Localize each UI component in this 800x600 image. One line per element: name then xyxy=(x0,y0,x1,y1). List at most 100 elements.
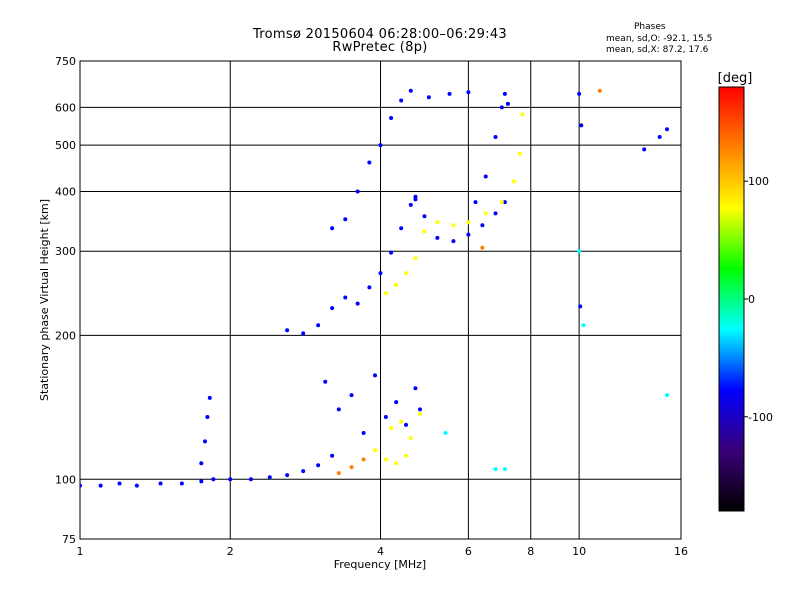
data-point xyxy=(285,473,290,478)
data-point xyxy=(336,471,341,476)
data-point xyxy=(316,463,321,468)
data-point xyxy=(389,250,394,255)
data-point xyxy=(422,229,427,234)
x-tick-label: 6 xyxy=(465,545,472,558)
data-point xyxy=(493,467,498,472)
x-tick-label: 10 xyxy=(572,545,586,558)
data-point xyxy=(499,105,504,110)
data-point xyxy=(413,197,418,202)
data-point xyxy=(202,439,207,444)
data-point xyxy=(98,483,103,488)
y-tick-label: 400 xyxy=(55,185,76,198)
data-point xyxy=(408,202,413,207)
data-point xyxy=(451,223,456,228)
data-point xyxy=(211,477,216,482)
data-points xyxy=(80,88,670,488)
data-point xyxy=(367,285,372,290)
data-point xyxy=(323,379,328,384)
data-point xyxy=(502,467,507,472)
data-point xyxy=(301,331,306,336)
y-tick-label: 100 xyxy=(55,473,76,486)
data-point xyxy=(493,211,498,216)
phase-x-stats: mean, sd,X: 87.2, 17.6 xyxy=(606,45,709,55)
data-point xyxy=(394,282,399,287)
data-point xyxy=(418,411,423,416)
phase-o-stats: mean, sd,O: -92.1, 15.5 xyxy=(606,34,713,44)
data-point xyxy=(577,91,582,96)
data-point xyxy=(578,304,583,309)
data-point xyxy=(443,430,448,435)
data-point xyxy=(336,407,341,412)
chart-subtitle: RwPretec (8p) xyxy=(332,40,428,55)
data-point xyxy=(399,419,404,424)
data-point xyxy=(228,477,233,482)
data-point xyxy=(435,235,440,240)
data-point xyxy=(435,220,440,225)
data-point xyxy=(413,386,418,391)
y-tick-label: 300 xyxy=(55,245,76,258)
data-point xyxy=(422,214,427,219)
data-point xyxy=(316,323,321,328)
data-point xyxy=(330,226,335,231)
x-tick-label: 16 xyxy=(674,545,688,558)
colorbar: -100 0 100 xyxy=(718,86,773,512)
data-point xyxy=(80,483,82,488)
colorbar-tick-label: -100 xyxy=(748,411,773,424)
data-point xyxy=(394,461,399,466)
data-point xyxy=(378,143,383,148)
data-point xyxy=(117,481,122,486)
chart-title: Tromsø 20150604 06:28:00–06:29:43 xyxy=(252,27,508,42)
data-point xyxy=(330,453,335,458)
data-point xyxy=(657,135,662,140)
y-tick-label: 600 xyxy=(55,101,76,114)
data-point xyxy=(267,475,272,480)
y-axis-label: Stationary phase Virtual Height [km] xyxy=(38,199,51,401)
data-point xyxy=(493,135,498,140)
data-point xyxy=(466,232,471,237)
data-point xyxy=(520,112,525,117)
colorbar-tick-label: 0 xyxy=(748,293,755,306)
x-tick-label: 4 xyxy=(377,545,384,558)
data-point xyxy=(404,271,409,276)
data-point xyxy=(285,328,290,333)
data-point xyxy=(408,88,413,93)
data-point xyxy=(383,291,388,296)
data-point xyxy=(343,217,348,222)
y-tick-label: 750 xyxy=(55,55,76,68)
data-point xyxy=(418,407,423,412)
data-point xyxy=(367,160,372,165)
y-tick-label: 75 xyxy=(62,533,76,546)
data-point xyxy=(579,123,584,128)
data-point xyxy=(483,174,488,179)
data-point xyxy=(577,249,582,254)
colorbar-tick-label: 100 xyxy=(748,175,769,188)
data-point xyxy=(642,147,647,152)
colorbar-label: [deg] xyxy=(718,71,753,86)
data-point xyxy=(373,373,378,378)
data-point xyxy=(480,223,485,228)
data-point xyxy=(597,88,602,93)
data-point xyxy=(502,91,507,96)
data-point xyxy=(665,393,670,398)
data-point xyxy=(473,200,478,205)
data-point xyxy=(389,115,394,120)
data-point xyxy=(394,400,399,405)
data-point xyxy=(408,435,413,440)
data-point xyxy=(158,481,163,486)
data-point xyxy=(404,422,409,427)
axes: 1 2 4 6 8 10 16 75 100 200 300 400 500 600 750 xyxy=(55,55,688,558)
data-point xyxy=(383,414,388,419)
data-point xyxy=(330,306,335,311)
data-point xyxy=(502,200,507,205)
data-point xyxy=(205,414,210,419)
data-point xyxy=(483,211,488,216)
x-tick-label: 1 xyxy=(77,545,84,558)
data-point xyxy=(399,98,404,103)
data-point xyxy=(511,179,516,184)
data-point xyxy=(207,395,212,400)
data-point xyxy=(447,91,452,96)
data-point xyxy=(665,127,670,132)
phases-heading: Phases xyxy=(634,22,666,32)
colorbar-gradient xyxy=(718,86,745,512)
data-point xyxy=(499,200,504,205)
